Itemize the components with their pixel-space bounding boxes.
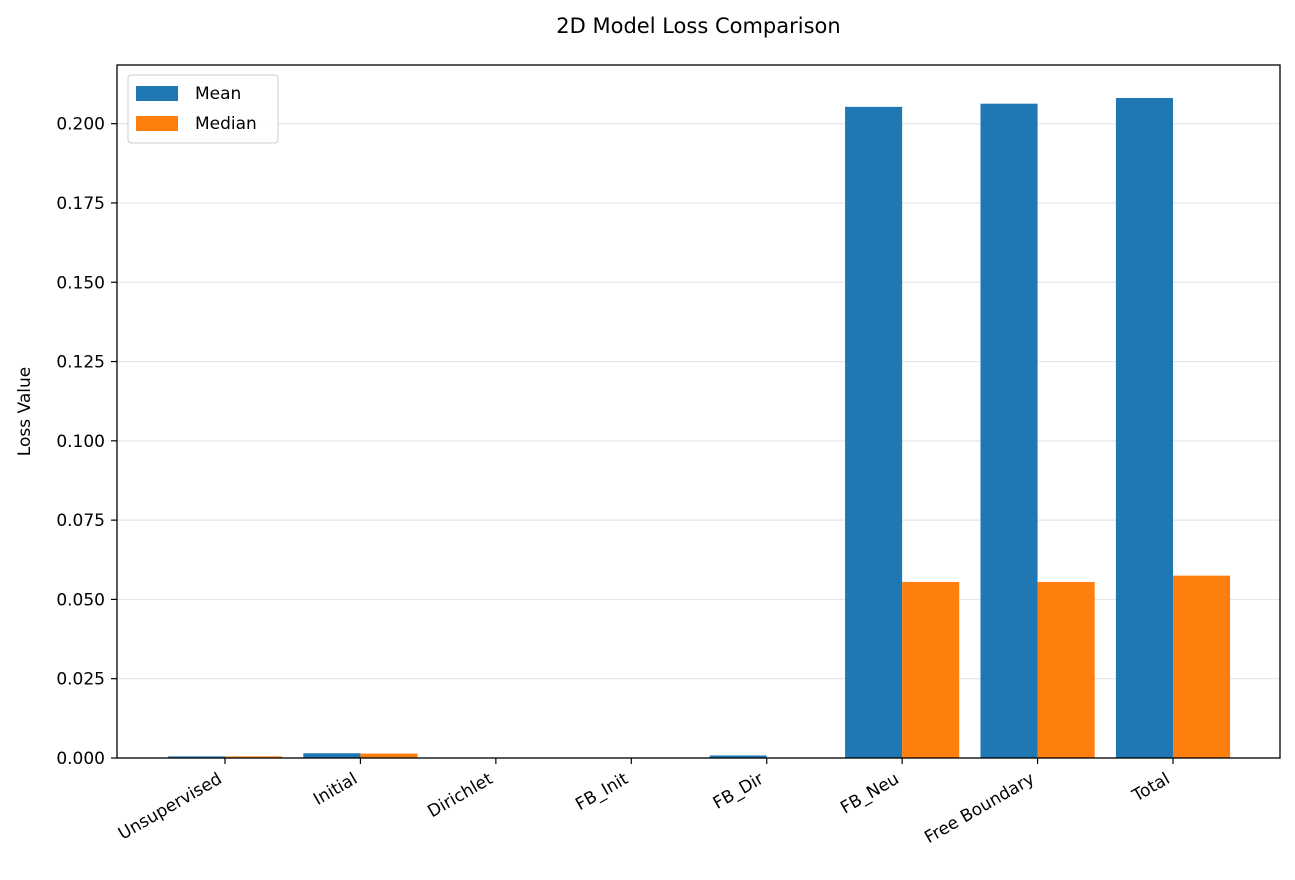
x-tick-label: Free Boundary: [921, 769, 1038, 848]
y-tick-label: 0.150: [56, 273, 105, 293]
bar-mean-fb-neu: [845, 106, 903, 758]
y-tick-label: 0.025: [56, 670, 105, 690]
legend-swatch-mean: [136, 86, 178, 101]
bar-mean-fb-dir: [709, 755, 767, 758]
x-tick-label: Dirichlet: [424, 769, 496, 822]
bars: [167, 97, 1231, 759]
y-axis-label: Loss Value: [15, 367, 35, 456]
y-tick-label: 0.050: [56, 590, 105, 610]
y-tick-label: 0.200: [56, 115, 105, 135]
legend-label-median: Median: [195, 114, 257, 134]
y-tick-label: 0.075: [56, 511, 105, 531]
x-tick-label: FB_Neu: [837, 769, 902, 818]
chart-title: 2D Model Loss Comparison: [556, 14, 840, 38]
y-tick-label: 0.000: [56, 749, 105, 769]
y-tick-label: 0.125: [56, 353, 105, 373]
y-tick-label: 0.175: [56, 194, 105, 214]
legend-swatch-median: [136, 116, 178, 131]
bar-mean-initial: [303, 753, 361, 758]
legend: Mean Median: [127, 74, 279, 144]
y-tick-label: 0.100: [56, 432, 105, 452]
x-tick-label: Unsupervised: [115, 769, 225, 844]
x-tick-label: Initial: [310, 769, 361, 810]
bar-mean-free-boundary: [980, 103, 1038, 758]
bar-median-initial: [360, 753, 418, 758]
x-tick-label: FB_Dir: [710, 769, 767, 814]
bar-median-free-boundary: [1037, 581, 1095, 758]
axes: 0.000 0.025 0.050 0.075 0.100 0.125 0.150 0.175…: [56, 64, 1281, 848]
bar-mean-unsupervised: [167, 756, 225, 758]
x-tick-label: FB_Init: [572, 769, 632, 815]
bar-median-fb-neu: [902, 581, 960, 758]
bar-median-unsupervised: [225, 756, 283, 758]
bar-median-total: [1173, 575, 1231, 758]
x-tick-label: Total: [1128, 769, 1173, 807]
legend-label-mean: Mean: [195, 84, 241, 104]
plot-frame: [116, 64, 1281, 759]
gridlines: [117, 123, 1280, 759]
bar-mean-total: [1115, 97, 1173, 759]
